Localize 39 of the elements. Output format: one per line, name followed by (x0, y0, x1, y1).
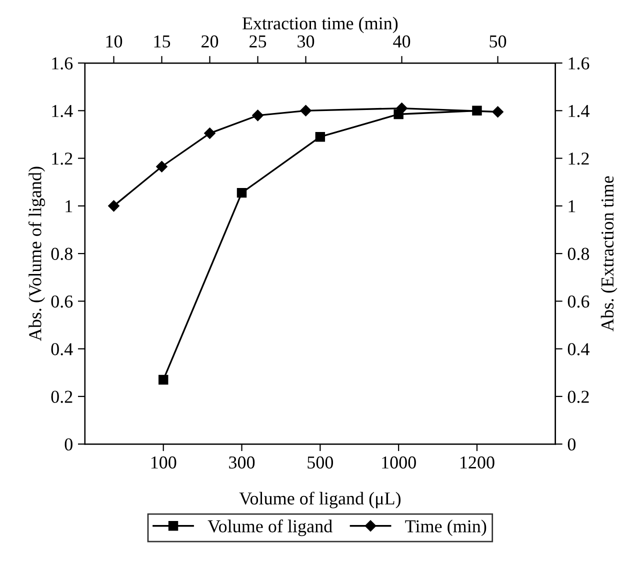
x2-tick-label: 40 (393, 35, 410, 48)
y-tick-label: 0.6 (51, 295, 73, 308)
x-tick-label: 100 (151, 456, 176, 469)
x2-tick-label: 50 (490, 35, 506, 48)
y2-tick-label: 1.6 (568, 57, 590, 70)
y2-tick-label: 0.8 (568, 248, 590, 260)
legend-label: Time (min) (405, 520, 486, 536)
point (315, 132, 326, 142)
y-tick-label: 0.2 (51, 390, 72, 403)
y-tick-label: 1.6 (52, 57, 73, 70)
y2-tick-label: 0.4 (568, 343, 590, 356)
y-tick-label: 0 (64, 438, 72, 451)
x2-tick-label: 20 (202, 35, 218, 48)
y2-tick-label: 0.6 (568, 295, 590, 308)
y2-tick-label: 0 (568, 438, 576, 451)
x-tick-label: 1200 (460, 456, 494, 469)
y2-tick-label: 1.4 (568, 105, 590, 118)
x2-tick-label: 25 (250, 35, 266, 48)
y-tick-label: 0.8 (51, 248, 72, 260)
x-tick-label: 300 (229, 456, 255, 469)
x2-tick-label: 10 (106, 35, 122, 48)
legend-label: Volume of ligand (208, 519, 332, 536)
x-axis-title: Volume of ligand (μL) (239, 492, 401, 508)
point (158, 374, 168, 385)
x2-axis-title: Extraction time (min) (242, 16, 398, 34)
y-axis-title: Abs. (Volume of ligand) (28, 166, 46, 341)
point (236, 188, 247, 198)
x2-tick-label: 30 (298, 35, 314, 48)
x-tick-label: 500 (308, 456, 334, 469)
y2-axis-title: Abs. (Extraction time (600, 176, 618, 332)
x2-tick-label: 15 (154, 35, 170, 48)
y-tick-label: 1.2 (52, 152, 72, 165)
x-tick-label: 1000 (382, 456, 416, 469)
y2-tick-label: 1.2 (568, 152, 589, 165)
y-tick-label: 1 (66, 200, 72, 212)
y2-tick-label: 0.2 (568, 390, 589, 403)
y2-tick-label: 1 (568, 200, 576, 212)
y-tick-label: 0.4 (51, 343, 73, 356)
y-tick-label: 1.4 (52, 105, 73, 118)
